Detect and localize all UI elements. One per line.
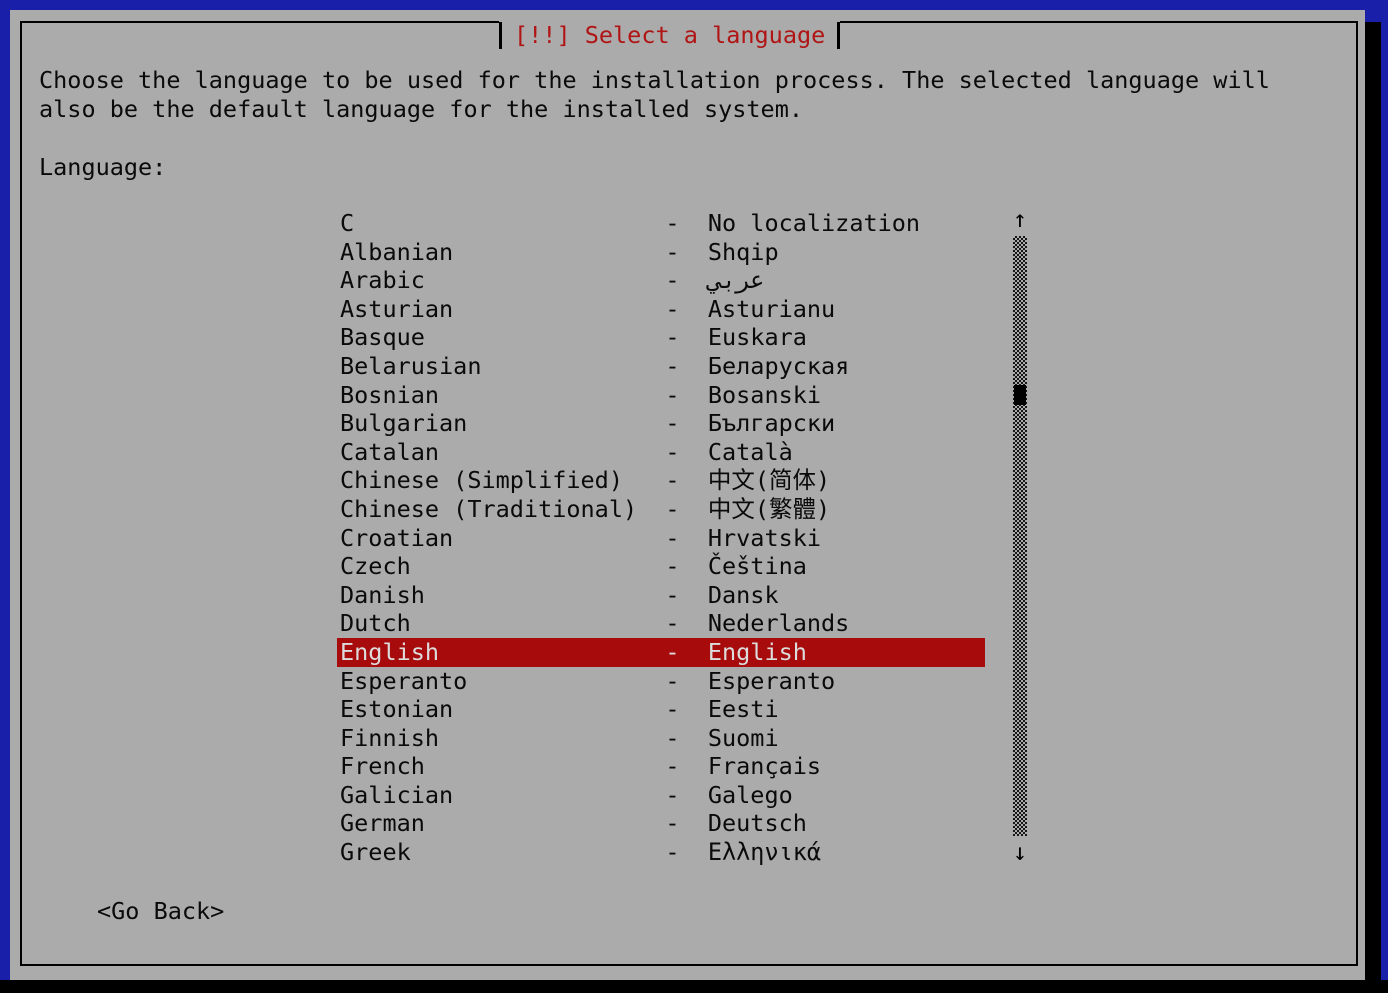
instructions-line-1: Choose the language to be used for the i… bbox=[39, 66, 1270, 94]
language-row-asturian[interactable]: Asturian - Asturianu bbox=[340, 294, 836, 323]
screen-bottom-bar bbox=[0, 980, 1388, 993]
language-row-chinese-traditional[interactable]: Chinese (Traditional) - 中文(繁體) bbox=[340, 494, 831, 523]
scrollbar-thumb[interactable] bbox=[1014, 385, 1026, 405]
language-row-bosnian[interactable]: Bosnian - Bosanski bbox=[340, 380, 822, 409]
language-row-finnish[interactable]: Finnish - Suomi bbox=[340, 723, 779, 752]
language-row-french[interactable]: French - Français bbox=[340, 752, 822, 781]
language-row-albanian[interactable]: Albanian - Shqip bbox=[340, 237, 779, 266]
language-row-galician[interactable]: Galician - Galego bbox=[340, 780, 793, 809]
language-row-czech[interactable]: Czech - Čeština bbox=[340, 552, 807, 581]
language-row-esperanto[interactable]: Esperanto - Esperanto bbox=[340, 666, 836, 695]
language-row-german[interactable]: German - Deutsch bbox=[340, 809, 807, 838]
language-list: C - No localization Albanian - Shqip Arabi… bbox=[337, 209, 985, 867]
scroll-down-arrow[interactable]: ↓ bbox=[1012, 838, 1028, 866]
language-row-dutch[interactable]: Dutch - Nederlands bbox=[340, 609, 850, 638]
language-row-bulgarian[interactable]: Bulgarian - Български bbox=[340, 409, 836, 438]
instructions-line-2: also be the default language for the ins… bbox=[39, 95, 804, 123]
language-row-danish[interactable]: Danish - Dansk bbox=[340, 580, 779, 609]
scrollbar-track[interactable] bbox=[1013, 236, 1027, 836]
language-row-croatian[interactable]: Croatian - Hrvatski bbox=[340, 523, 822, 552]
dialog-title: [!!] Select a language bbox=[514, 21, 826, 49]
dialog-border: [!!] Select a language bbox=[20, 20, 1358, 966]
language-row-basque[interactable]: Basque - Euskara bbox=[340, 323, 807, 352]
language-row-chinese-simplified[interactable]: Chinese (Simplified) - 中文(简体) bbox=[340, 466, 831, 495]
language-row-belarusian[interactable]: Belarusian - Беларуская bbox=[340, 351, 850, 380]
go-back-button[interactable]: <Go Back> bbox=[97, 897, 225, 925]
language-row-greek[interactable]: Greek - Ελληνικά bbox=[340, 838, 822, 867]
title-tick-right bbox=[837, 21, 841, 49]
language-row-catalan[interactable]: Catalan - Català bbox=[340, 437, 793, 466]
language-row-english[interactable]: English - English bbox=[337, 637, 985, 667]
scroll-up-arrow[interactable]: ↑ bbox=[1012, 205, 1028, 233]
language-row-arabic[interactable]: Arabic - عربي bbox=[340, 266, 765, 295]
title-tick-left bbox=[499, 21, 502, 49]
instructions: Choose the language to be used for the i… bbox=[39, 66, 1270, 124]
dialog-title-bar: [!!] Select a language bbox=[499, 20, 841, 50]
language-dialog: [!!] Select a language Choose the langua… bbox=[10, 10, 1365, 980]
language-row-c[interactable]: C - No localization bbox=[340, 209, 921, 237]
language-row-estonian[interactable]: Estonian - Eesti bbox=[340, 695, 779, 724]
scrollbar: ↑ ↓ bbox=[1012, 205, 1028, 867]
language-field-label: Language: bbox=[39, 153, 167, 181]
